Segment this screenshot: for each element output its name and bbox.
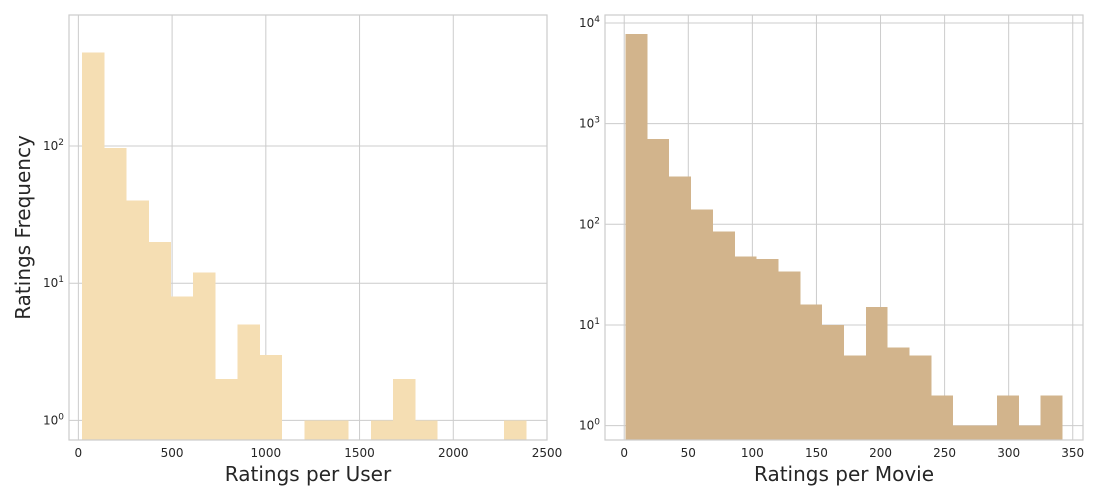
y-tick-label: 100 [579,418,600,433]
histogram-bar [126,200,149,440]
x-tick-label: 100 [741,446,764,460]
y-tick-label: 104 [579,15,600,30]
y-tick-base: 10 [43,139,58,153]
histogram-bar [215,379,238,440]
histogram-bar [865,307,888,440]
histogram-bar [953,425,976,440]
histogram-bar [822,324,844,440]
histogram-bar [259,354,283,440]
histogram-bar [82,52,105,441]
bars [625,33,1063,441]
y-tick-exponent: 1 [58,275,64,285]
y-tick-exponent: 2 [594,216,600,226]
histogram-bar [778,271,801,440]
histogram-bar [1040,395,1063,440]
histogram-bar [326,420,349,440]
histogram-bar [1018,425,1041,440]
histogram-bar [844,355,866,440]
x-tick-label: 350 [1061,446,1084,460]
y-tick-exponent: 1 [594,317,600,327]
x-tick-label: 0 [620,446,628,460]
x-tick-label: 250 [933,446,956,460]
y-tick-base: 10 [579,419,594,433]
histogram-bar [887,347,910,440]
y-tick-label: 100 [43,412,64,427]
x-axis-label: Ratings per Movie [754,462,934,486]
x-tick-label: 200 [869,446,892,460]
histogram-bar [996,395,1019,440]
histogram-bar [104,147,127,440]
bars [82,52,527,441]
histogram-bar [647,139,670,440]
axes-frame [604,14,1084,441]
y-tick-label: 101 [43,275,64,290]
x-tick-label: 500 [161,446,184,460]
x-tick-label: 1500 [344,446,375,460]
histogram-bar [909,355,932,440]
y-tick-label: 101 [579,317,600,332]
histogram-bar [691,209,713,440]
y-tick-exponent: 0 [58,412,64,422]
y-tick-exponent: 4 [594,15,600,25]
histogram-bar [712,231,735,440]
axes-frame [68,14,548,441]
histogram-bar [931,395,954,440]
histogram-bar [237,324,260,440]
x-tick-label: 2000 [438,446,469,460]
y-tick-label: 102 [579,216,600,231]
x-tick-label: 50 [681,446,696,460]
histogram-bar [504,420,527,440]
x-tick-label: 150 [805,446,828,460]
histogram-bar [625,33,648,441]
y-tick-label: 102 [43,138,64,153]
x-tick-label: 300 [997,446,1020,460]
x-tick-label: 1000 [251,446,282,460]
y-axis-label: Ratings Frequency [11,135,35,320]
histogram-bar [800,304,823,440]
y-tick-exponent: 3 [594,116,600,126]
y-tick-base: 10 [579,318,594,332]
y-tick-exponent: 0 [594,418,600,428]
histogram-bar [756,259,779,440]
histogram-bar [415,420,438,440]
grid [605,15,1083,440]
histogram-bar [170,296,194,440]
histogram-bar [734,256,757,440]
histogram-bar [193,272,216,440]
histogram-bar [370,420,394,440]
y-tick-base: 10 [579,16,594,30]
y-tick-label: 103 [579,116,600,131]
x-tick-label: 2500 [532,446,563,460]
x-tick-label: 0 [75,446,83,460]
x-axis-label: Ratings per User [225,462,392,486]
histogram-bar [669,176,692,441]
y-tick-base: 10 [43,413,58,427]
y-tick-base: 10 [579,117,594,131]
y-tick-base: 10 [43,276,58,290]
histogram-bar [975,425,997,440]
histogram-bar [304,420,327,440]
y-tick-base: 10 [579,217,594,231]
y-tick-exponent: 2 [58,138,64,148]
histogram-bar [148,241,171,440]
ratings-per-movie-histogram: 0 50 100 150 200 250 300 350100101102103104Rati… [579,14,1084,486]
histogram-bar [393,379,416,440]
